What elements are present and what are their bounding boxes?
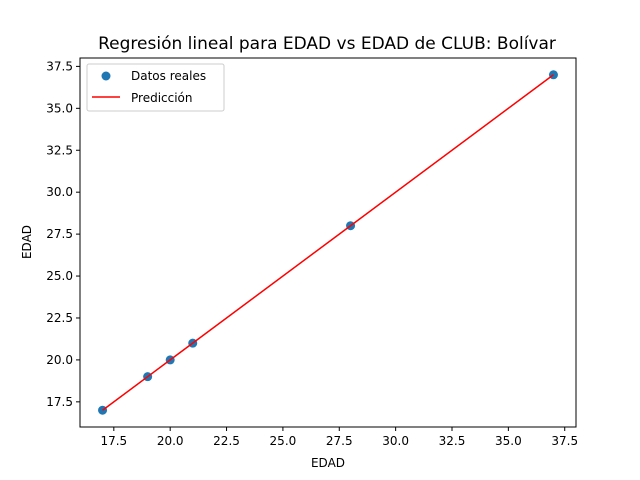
y-tick-label: 37.5	[46, 59, 73, 73]
x-tick-label: 25.0	[270, 434, 297, 448]
y-tick-label: 35.0	[46, 101, 73, 115]
y-axis-label: EDAD	[20, 225, 34, 259]
plot-area	[98, 70, 558, 415]
x-tick-label: 32.5	[439, 434, 466, 448]
x-tick-label: 35.0	[495, 434, 522, 448]
chart-title: Regresión lineal para EDAD vs EDAD de CL…	[98, 34, 556, 54]
y-tick-label: 17.5	[46, 395, 73, 409]
y-tick-label: 30.0	[46, 185, 73, 199]
x-tick-label: 17.5	[100, 434, 127, 448]
x-tick-label: 30.0	[382, 434, 409, 448]
legend-box	[86, 63, 225, 112]
x-axis-ticks: 17.5 20.0 22.5 25.0 27.5 30.0 32.5 35.0 37.5	[100, 427, 578, 448]
y-axis-ticks: 17.5 20.0 22.5 25.0 27.5 30.0 32.5 35.0 37.5	[46, 59, 80, 409]
x-tick-label: 22.5	[213, 434, 240, 448]
x-tick-label: 37.5	[551, 434, 578, 448]
y-tick-label: 25.0	[46, 269, 73, 283]
y-tick-label: 32.5	[46, 143, 73, 157]
y-tick-label: 27.5	[46, 227, 73, 241]
prediction-line	[102, 74, 554, 411]
x-axis-label: EDAD	[311, 456, 345, 470]
legend: Datos reales Predicción	[86, 63, 225, 112]
x-tick-label: 27.5	[326, 434, 353, 448]
axes-frame	[79, 57, 577, 428]
y-tick-label: 20.0	[46, 353, 73, 367]
x-tick-label: 20.0	[157, 434, 184, 448]
legend-label-datos-reales: Datos reales	[131, 69, 206, 83]
y-tick-label: 22.5	[46, 311, 73, 325]
legend-label-prediccion: Predicción	[131, 91, 193, 105]
legend-scatter-marker	[101, 71, 111, 81]
